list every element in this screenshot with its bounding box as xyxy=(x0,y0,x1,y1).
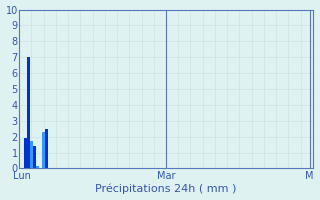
Bar xyxy=(36,166,39,168)
Bar xyxy=(27,57,30,168)
X-axis label: Précipitations 24h ( mm ): Précipitations 24h ( mm ) xyxy=(95,184,237,194)
Bar xyxy=(33,146,36,168)
Bar xyxy=(42,132,45,168)
Bar xyxy=(24,138,27,168)
Bar xyxy=(45,129,48,168)
Bar xyxy=(30,141,33,168)
